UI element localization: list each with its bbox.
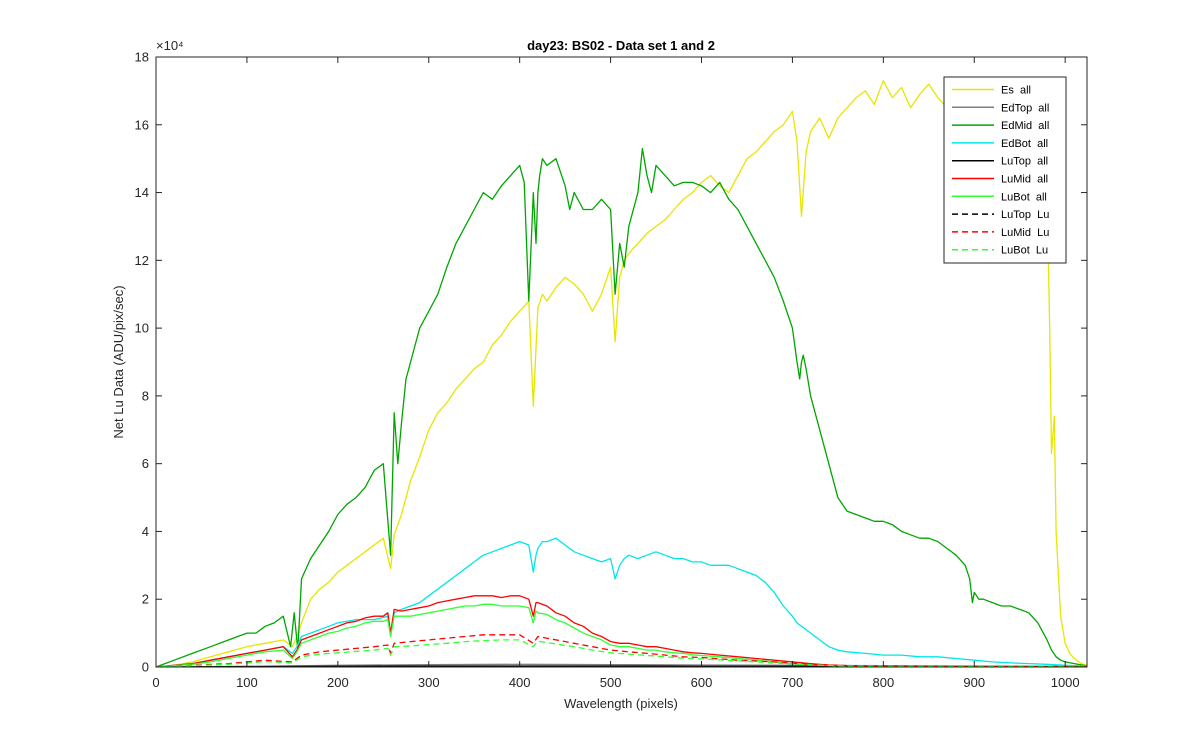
y-tick-label: 14 bbox=[135, 185, 149, 200]
x-axis-label: Wavelength (pixels) bbox=[564, 696, 678, 711]
legend: Es all EdTop all EdMid all EdBot all LuTop a… bbox=[943, 76, 1067, 264]
x-tick-label: 500 bbox=[600, 675, 622, 690]
legend-label: LuMid all bbox=[1001, 174, 1048, 186]
y-tick-label: 4 bbox=[142, 524, 149, 539]
x-tick-label: 200 bbox=[327, 675, 349, 690]
y-axis-label: Net Lu Data (ADU/pix/sec) bbox=[111, 285, 126, 438]
series-line-6 bbox=[156, 595, 1087, 667]
x-tick-label: 300 bbox=[418, 675, 440, 690]
legend-label: LuMid Lu bbox=[1001, 227, 1049, 239]
y-tick-label: 0 bbox=[142, 660, 149, 675]
x-tick-label: 1000 bbox=[1051, 675, 1080, 690]
series-line-7 bbox=[156, 603, 1087, 667]
x-tick-label: 100 bbox=[236, 675, 258, 690]
x-tick-label: 700 bbox=[782, 675, 804, 690]
y-tick-label: 16 bbox=[135, 117, 149, 132]
legend-label: EdBot all bbox=[1001, 138, 1048, 150]
chart-title: day23: BS02 - Data set 1 and 2 bbox=[527, 38, 715, 53]
x-tick-label: 900 bbox=[963, 675, 985, 690]
legend-label: LuTop all bbox=[1001, 156, 1048, 168]
series-line-10 bbox=[156, 639, 1087, 667]
y-tick-label: 10 bbox=[135, 321, 149, 336]
series-line-3 bbox=[156, 147, 1087, 667]
axes-layer: 0 100 200 300 400 500 600 700 800 900 1000 0 2 4 6 8 10 1… bbox=[135, 50, 1088, 690]
y-tick-label: 12 bbox=[135, 253, 149, 268]
y-tick-label: 8 bbox=[142, 388, 149, 403]
x-tick-label: 800 bbox=[872, 675, 894, 690]
y-tick-label: 2 bbox=[142, 592, 149, 607]
x-tick-label: 600 bbox=[691, 675, 713, 690]
legend-label: LuBot all bbox=[1001, 191, 1047, 203]
x-tick-label: 0 bbox=[152, 675, 159, 690]
series-line-4 bbox=[156, 537, 1087, 667]
legend-label: EdTop all bbox=[1001, 102, 1049, 114]
x-tick-label: 400 bbox=[509, 675, 531, 690]
plot-area bbox=[156, 57, 1087, 667]
axes-box bbox=[155, 56, 1088, 668]
y-tick-label: 6 bbox=[142, 456, 149, 471]
y-axis-exponent-label: ×10⁴ bbox=[156, 38, 184, 53]
legend-label: EdMid all bbox=[1001, 120, 1049, 132]
legend-label: LuTop Lu bbox=[1001, 209, 1049, 221]
series-line-9 bbox=[156, 634, 1087, 667]
y-tick-label: 18 bbox=[135, 50, 149, 65]
legend-label: Es all bbox=[1001, 85, 1031, 97]
legend-label: LuBot Lu bbox=[1001, 245, 1048, 257]
